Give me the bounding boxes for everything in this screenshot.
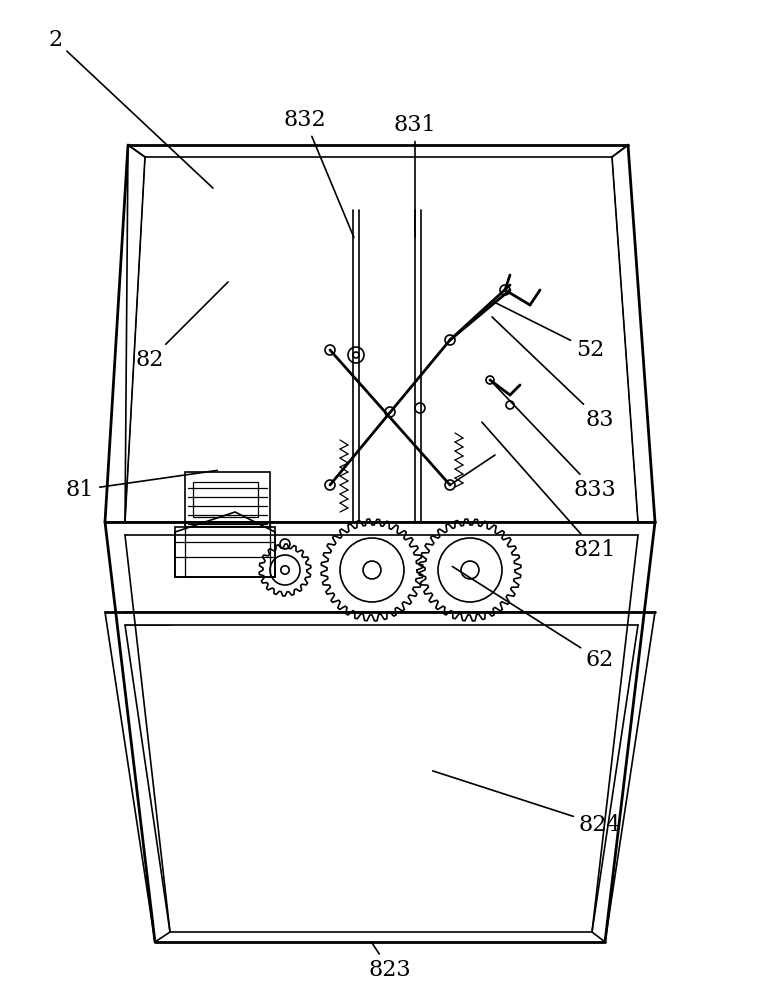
Text: 831: 831: [394, 114, 436, 237]
Bar: [193, 482, 258, 517]
Text: 83: 83: [492, 317, 614, 431]
Text: 823: 823: [369, 942, 411, 981]
Text: 2: 2: [48, 29, 213, 188]
Bar: [185, 472, 270, 527]
Text: 821: 821: [482, 422, 616, 561]
Bar: [175, 527, 275, 577]
Text: 824: 824: [432, 771, 621, 836]
Text: 52: 52: [492, 301, 604, 361]
Text: 62: 62: [452, 566, 614, 671]
Text: 832: 832: [283, 109, 354, 237]
Text: 833: 833: [492, 382, 616, 501]
Text: 82: 82: [136, 282, 228, 371]
Text: 81: 81: [66, 470, 217, 501]
